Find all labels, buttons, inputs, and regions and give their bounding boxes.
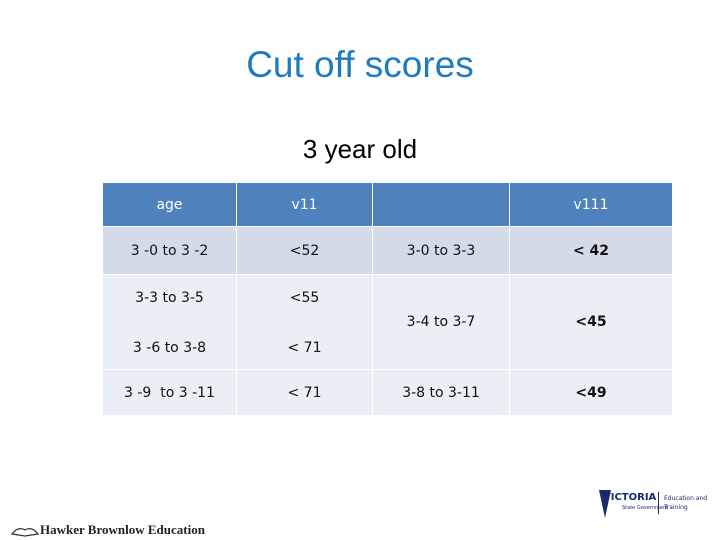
government-subtitle: State Government — [622, 505, 669, 511]
cell: 3-3 to 3-5 — [103, 275, 237, 321]
header-cell: age — [103, 183, 237, 227]
cell: 3 -9 to 3 -11 — [103, 370, 237, 416]
cell: < 42 — [510, 227, 673, 275]
cell: 3-0 to 3-3 — [373, 227, 510, 275]
header-cell — [373, 183, 510, 227]
slide-title: Cut off scores — [246, 44, 474, 85]
merged-cell: <45 — [510, 275, 673, 370]
department-name: Education and Training — [664, 495, 708, 511]
cell: <55 — [237, 275, 373, 321]
cell: < 71 — [237, 321, 373, 370]
publisher-logo — [10, 528, 40, 537]
cell: 3 -0 to 3 -2 — [103, 227, 237, 275]
cell: 3 -6 to 3-8 — [103, 321, 237, 370]
cell: <52 — [237, 227, 373, 275]
publisher-name: Hawker Brownlow Education — [40, 522, 205, 537]
government-name: VICTORIA — [603, 492, 657, 503]
merged-cell: 3-4 to 3-7 — [373, 275, 510, 370]
slide-subtitle: 3 year old — [302, 134, 418, 164]
cell: <49 — [510, 370, 673, 416]
header-cell: v11 — [237, 183, 373, 227]
divider — [658, 492, 659, 514]
header-cell: v111 — [510, 183, 673, 227]
cell: 3-8 to 3-11 — [373, 370, 510, 416]
cell: < 71 — [237, 370, 373, 416]
government-logo — [599, 490, 611, 518]
